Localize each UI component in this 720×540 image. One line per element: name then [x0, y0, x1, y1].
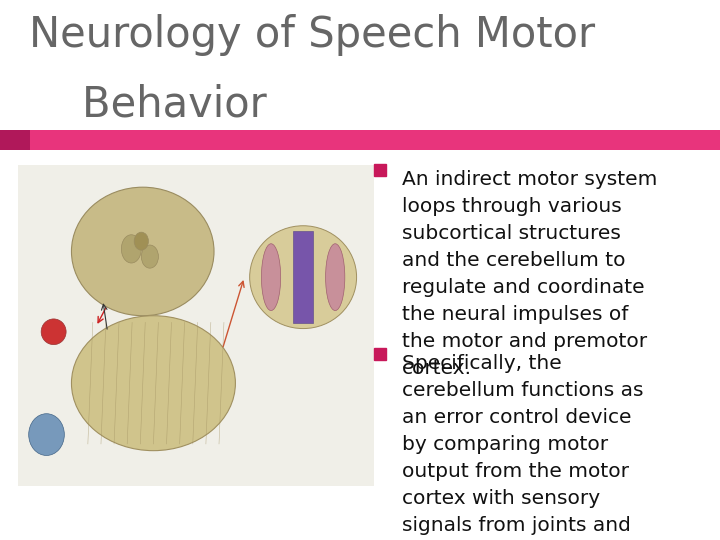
Ellipse shape — [325, 244, 345, 310]
Bar — [30, 130, 720, 150]
Text: an error control device: an error control device — [402, 408, 631, 427]
Ellipse shape — [41, 319, 66, 345]
Text: regulate and coordinate: regulate and coordinate — [402, 278, 644, 297]
Ellipse shape — [250, 226, 356, 328]
Ellipse shape — [71, 316, 235, 451]
Text: cortex with sensory: cortex with sensory — [402, 489, 600, 508]
Text: loops through various: loops through various — [402, 197, 621, 216]
Ellipse shape — [261, 244, 281, 310]
Ellipse shape — [29, 414, 64, 455]
Text: the motor and premotor: the motor and premotor — [402, 332, 647, 351]
Text: by comparing motor: by comparing motor — [402, 435, 608, 454]
Text: An indirect motor system: An indirect motor system — [402, 170, 657, 189]
Text: cortex.: cortex. — [402, 359, 472, 378]
Bar — [0, 130, 30, 150]
Text: the neural impulses of: the neural impulses of — [402, 305, 628, 324]
Text: output from the motor: output from the motor — [402, 462, 629, 481]
Text: subcortical structures: subcortical structures — [402, 224, 621, 243]
Text: Neurology of Speech Motor: Neurology of Speech Motor — [29, 14, 595, 56]
Ellipse shape — [122, 235, 141, 263]
Bar — [18, 165, 374, 486]
Text: cerebellum functions as: cerebellum functions as — [402, 381, 643, 400]
Ellipse shape — [71, 187, 214, 316]
Ellipse shape — [134, 232, 148, 250]
Text: signals from joints and: signals from joints and — [402, 516, 631, 535]
Text: Behavior: Behavior — [29, 84, 266, 126]
Bar — [294, 231, 312, 323]
Ellipse shape — [141, 245, 158, 268]
Text: and the cerebellum to: and the cerebellum to — [402, 251, 625, 270]
Text: Specifically, the: Specifically, the — [402, 354, 562, 373]
